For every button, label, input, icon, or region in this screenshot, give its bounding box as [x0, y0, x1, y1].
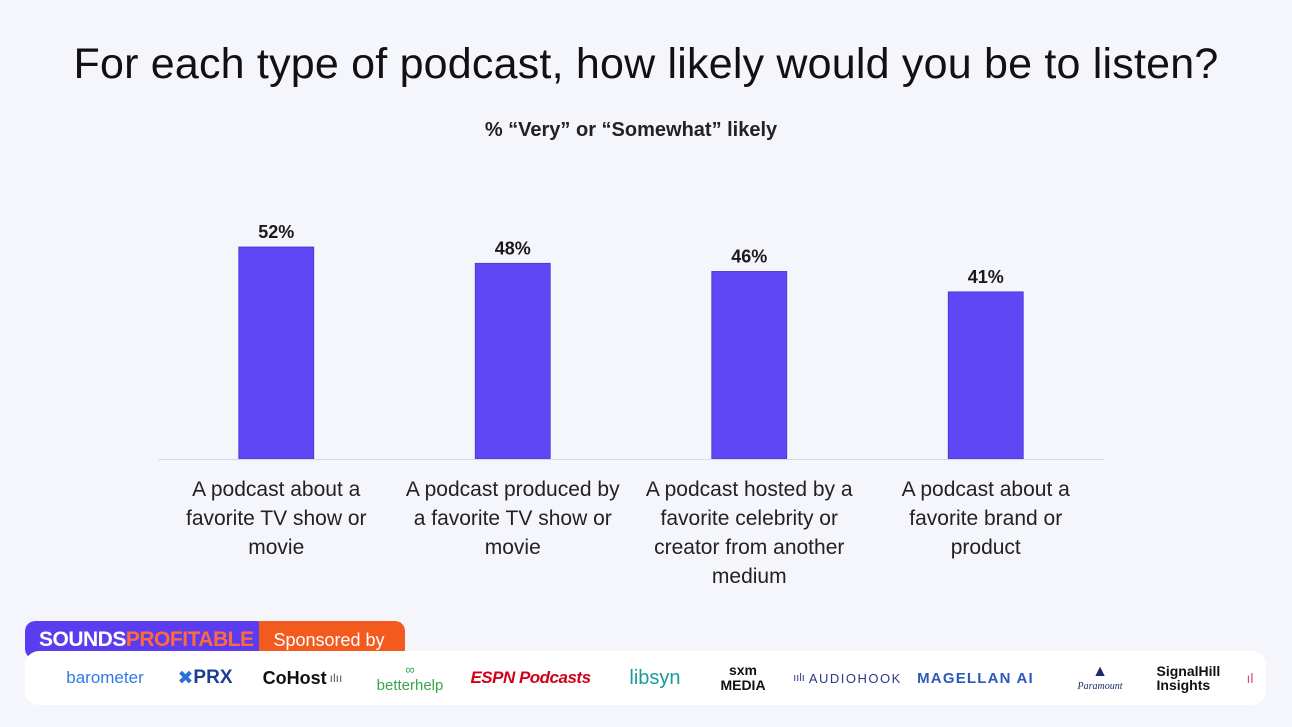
category-label-line: movie [248, 536, 305, 559]
category-label-line: a favorite TV show or [413, 507, 612, 530]
category-label-line: favorite celebrity or [660, 507, 838, 530]
bar-chart: 52% 48% 46% 41% [158, 222, 1104, 460]
logo-prx: ✖ PRX [177, 667, 233, 689]
category-label-line: favorite TV show or [185, 507, 367, 530]
category-label-line: A podcast hosted by a [645, 478, 853, 501]
bar-3 [711, 271, 788, 460]
logo-libsyn: libsyn [629, 666, 681, 689]
category-label-line: product [950, 536, 1021, 559]
data-label-3: 46% [731, 246, 767, 266]
logo-paramount: ▲ Paramount [1077, 663, 1123, 692]
sponsor-logo-bar: barometer ✖ PRX CoHost ılıı ∞ betterhelp … [25, 651, 1266, 705]
bar-1 [238, 246, 315, 460]
chart-title: For each type of podcast, how likely wou… [73, 40, 1219, 88]
category-label-line: A podcast about a [192, 478, 361, 501]
data-label-1: 52% [258, 222, 294, 242]
category-label-line: favorite brand or [909, 507, 1063, 530]
logo-cohost: CoHost ılıı [262, 667, 343, 688]
logo-barometer: barometer [66, 668, 144, 687]
logo-magellan-ai: MAGELLAN AI [917, 669, 1034, 687]
category-label-4: A podcast about a favorite brand or produc… [868, 475, 1104, 562]
category-label-line: A podcast about a [901, 478, 1070, 501]
logo-signalhill: SignalHill Insights ıl [1156, 663, 1254, 693]
data-label-2: 48% [495, 238, 531, 258]
logo-sxm-media: sxm MEDIA [720, 662, 766, 693]
bar-4 [947, 291, 1024, 460]
category-label-line: A podcast produced by [405, 478, 620, 501]
logo-espn-podcasts: ESPN Podcasts [470, 668, 591, 687]
category-label-2: A podcast produced by a favorite TV show … [395, 475, 631, 562]
category-label-line: movie [484, 536, 541, 559]
category-label-1: A podcast about a favorite TV show or movi… [158, 475, 394, 562]
brand-part-2: PROFITABLE [125, 628, 254, 651]
brand-part-1: SOUNDS [39, 628, 126, 651]
logo-betterhelp: ∞ betterhelp [376, 661, 444, 694]
chart-subtitle: % “Very” or “Somewhat” likely [484, 119, 778, 141]
data-label-4: 41% [968, 267, 1004, 287]
category-label-line: creator from another [654, 536, 845, 559]
logo-audiohook: ıılı AUDIOHOOK [793, 670, 902, 686]
bar-2 [474, 262, 551, 460]
category-label-3: A podcast hosted by a favorite celebrity … [631, 475, 867, 591]
category-label-line: medium [711, 565, 787, 588]
